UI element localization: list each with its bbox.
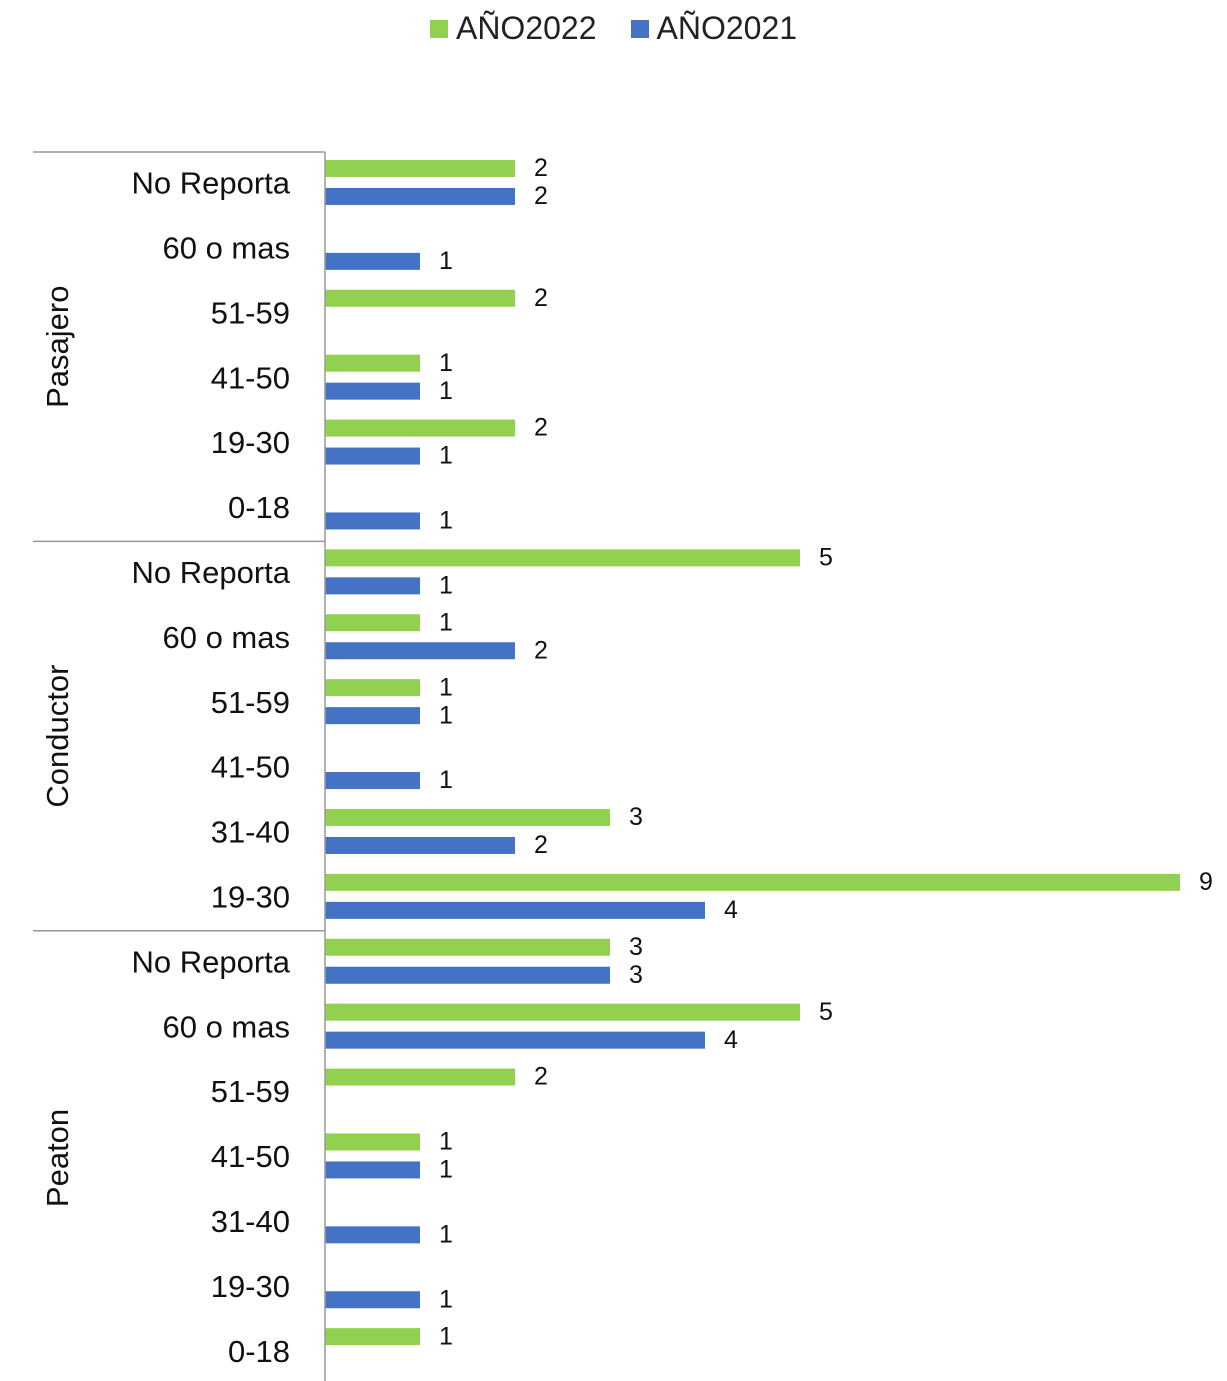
bar-a-o2022-conductor-60-o-mas (325, 614, 420, 632)
bar-a-o2021-pasajero-60-o-mas (325, 252, 420, 270)
category-label-conductor-51-59: 51-59 (211, 685, 290, 720)
data-label-a-o2021-conductor-51-59: 1 (439, 701, 453, 729)
bar-a-o2022-pasajero-no-reporta (325, 159, 515, 177)
bar-a-o2022-conductor-no-reporta (325, 549, 800, 567)
data-label-a-o2022-pasajero-41-50: 1 (439, 349, 453, 377)
data-label-a-o2022-peaton-60-o-mas: 5 (819, 998, 833, 1026)
data-label-a-o2021-peaton-31-40: 1 (439, 1220, 453, 1248)
legend-label-ano2021: AÑO2021 (656, 10, 798, 46)
data-label-a-o2021-conductor-no-reporta: 1 (439, 571, 453, 599)
chart-legend: AÑO2022 AÑO2021 (0, 10, 1227, 47)
bar-a-o2021-pasajero-19-30 (325, 447, 420, 465)
category-label-peaton-0-18: 0-18 (228, 1334, 290, 1369)
bar-a-o2022-conductor-51-59 (325, 679, 420, 697)
data-label-a-o2022-conductor-31-40: 3 (629, 803, 643, 831)
bar-a-o2021-pasajero-0-18 (325, 512, 420, 530)
category-label-conductor-60-o-mas: 60 o mas (162, 620, 290, 655)
bar-a-o2021-peaton-41-50 (325, 1161, 420, 1179)
category-label-pasajero-0-18: 0-18 (228, 490, 290, 525)
legend-label-ano2022: AÑO2022 (455, 10, 597, 46)
bar-a-o2021-peaton-no-reporta (325, 966, 610, 984)
category-label-peaton-31-40: 31-40 (211, 1204, 290, 1239)
data-label-a-o2021-peaton-41-50: 1 (439, 1156, 453, 1184)
data-label-a-o2022-peaton-51-59: 2 (534, 1063, 548, 1091)
category-label-peaton-51-59: 51-59 (211, 1074, 290, 1109)
category-label-pasajero-no-reporta: No Reporta (131, 166, 290, 201)
bar-a-o2022-peaton-no-reporta (325, 938, 610, 956)
data-label-a-o2022-conductor-no-reporta: 5 (819, 543, 833, 571)
bar-a-o2021-peaton-19-30 (325, 1291, 420, 1309)
legend-item-ano2022: AÑO2022 (429, 10, 597, 47)
data-label-a-o2021-conductor-31-40: 2 (534, 831, 548, 859)
category-label-conductor-31-40: 31-40 (211, 815, 290, 850)
legend-swatch-ano2022 (429, 19, 448, 38)
data-label-a-o2022-peaton-41-50: 1 (439, 1128, 453, 1156)
bar-a-o2022-peaton-60-o-mas (325, 1003, 800, 1021)
bar-a-o2021-conductor-60-o-mas (325, 642, 515, 660)
bar-a-o2022-peaton-41-50 (325, 1133, 420, 1151)
data-label-a-o2021-conductor-60-o-mas: 2 (534, 636, 548, 664)
data-label-a-o2021-pasajero-19-30: 1 (439, 442, 453, 470)
bar-a-o2021-pasajero-no-reporta (325, 187, 515, 205)
data-label-a-o2022-pasajero-no-reporta: 2 (534, 154, 548, 182)
bar-a-o2021-peaton-31-40 (325, 1226, 420, 1244)
data-label-a-o2022-conductor-60-o-mas: 1 (439, 608, 453, 636)
data-label-a-o2021-conductor-19-30: 4 (724, 896, 738, 924)
data-label-a-o2021-peaton-19-30: 1 (439, 1285, 453, 1313)
bar-a-o2022-conductor-19-30 (325, 873, 1180, 891)
bar-a-o2021-conductor-no-reporta (325, 577, 420, 595)
bar-a-o2021-conductor-51-59 (325, 707, 420, 725)
legend-item-ano2021: AÑO2021 (630, 10, 798, 47)
data-label-a-o2022-conductor-51-59: 1 (439, 673, 453, 701)
bar-a-o2022-pasajero-19-30 (325, 419, 515, 437)
category-label-conductor-19-30: 19-30 (211, 880, 290, 915)
data-label-a-o2022-peaton-no-reporta: 3 (629, 933, 643, 961)
category-label-pasajero-51-59: 51-59 (211, 295, 290, 330)
bar-a-o2021-conductor-19-30 (325, 901, 705, 919)
group-label-pasajero: Pasajero (40, 286, 75, 408)
data-label-a-o2022-pasajero-51-59: 2 (534, 284, 548, 312)
group-label-conductor: Conductor (40, 665, 75, 808)
group-label-peaton: Peaton (40, 1109, 75, 1207)
data-label-a-o2021-pasajero-0-18: 1 (439, 507, 453, 535)
category-label-pasajero-41-50: 41-50 (211, 360, 290, 395)
bar-a-o2021-peaton-60-o-mas (325, 1031, 705, 1049)
legend-swatch-ano2021 (630, 19, 649, 38)
data-label-a-o2021-pasajero-no-reporta: 2 (534, 182, 548, 210)
data-label-a-o2021-conductor-41-50: 1 (439, 766, 453, 794)
data-label-a-o2022-conductor-19-30: 9 (1199, 868, 1213, 896)
bar-a-o2021-conductor-41-50 (325, 772, 420, 790)
bar-a-o2022-pasajero-41-50 (325, 354, 420, 372)
category-label-conductor-no-reporta: No Reporta (131, 555, 290, 590)
bar-a-o2022-peaton-51-59 (325, 1068, 515, 1086)
data-label-a-o2021-pasajero-60-o-mas: 1 (439, 247, 453, 275)
data-label-a-o2022-pasajero-19-30: 2 (534, 414, 548, 442)
data-label-a-o2021-pasajero-41-50: 1 (439, 377, 453, 405)
data-label-a-o2022-peaton-0-18: 1 (439, 1322, 453, 1350)
category-label-pasajero-19-30: 19-30 (211, 425, 290, 460)
bar-a-o2022-peaton-0-18 (325, 1328, 420, 1346)
data-label-a-o2021-peaton-60-o-mas: 4 (724, 1026, 738, 1054)
category-label-peaton-no-reporta: No Reporta (131, 944, 290, 979)
category-label-peaton-60-o-mas: 60 o mas (162, 1009, 290, 1044)
category-label-peaton-41-50: 41-50 (211, 1139, 290, 1174)
category-label-peaton-19-30: 19-30 (211, 1269, 290, 1304)
bar-a-o2022-conductor-31-40 (325, 808, 610, 826)
category-label-conductor-41-50: 41-50 (211, 750, 290, 785)
bar-a-o2022-pasajero-51-59 (325, 289, 515, 307)
bar-a-o2021-pasajero-41-50 (325, 382, 420, 400)
bar-a-o2021-conductor-31-40 (325, 836, 515, 854)
category-label-pasajero-60-o-mas: 60 o mas (162, 231, 290, 266)
data-label-a-o2021-peaton-no-reporta: 3 (629, 961, 643, 989)
